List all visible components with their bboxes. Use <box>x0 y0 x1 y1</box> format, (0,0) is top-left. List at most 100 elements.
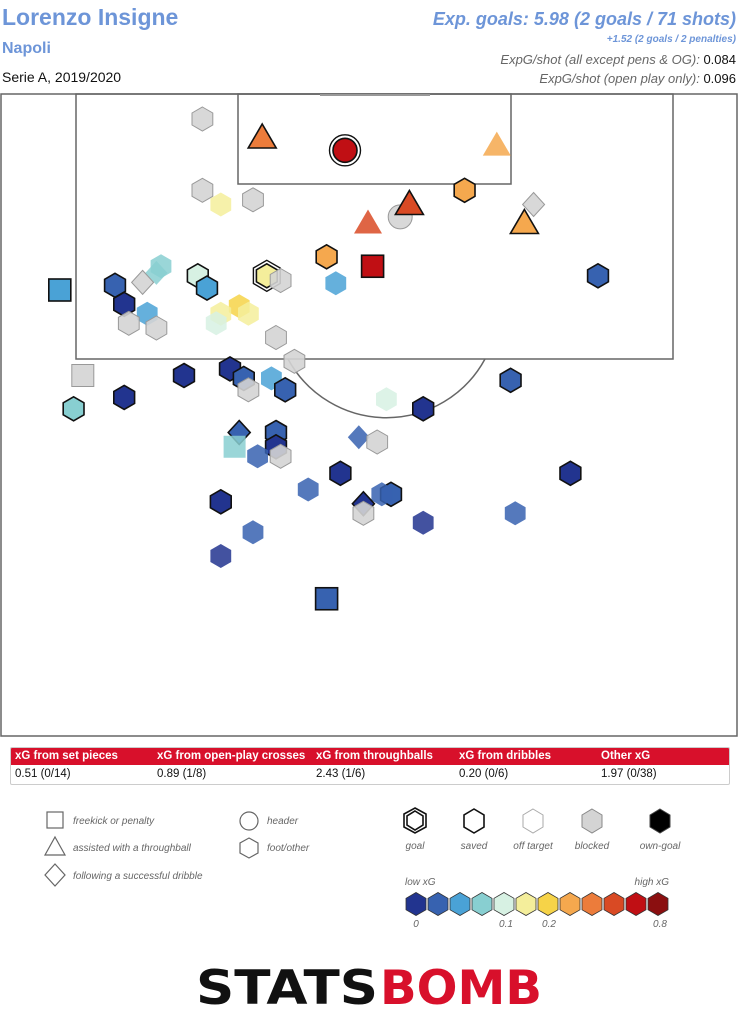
shot-foot-off_target <box>504 501 526 526</box>
scale-swatch <box>427 892 449 916</box>
legend-owngoal-hex <box>649 808 671 834</box>
shot-foot-saved <box>559 460 582 487</box>
shot-foot-off_target <box>371 482 393 507</box>
scale-swatch <box>647 892 669 916</box>
shot-foot-off_target <box>247 444 268 469</box>
shot-foot-saved <box>113 384 136 411</box>
summary-value-throughballs: 2.43 (1/6) <box>316 768 366 780</box>
shot-foot-saved <box>62 395 85 422</box>
legend: freekick or penalty assisted with a thro… <box>43 807 681 930</box>
summary-header-row <box>11 748 729 765</box>
statsbomb-logo: STATS BOMB <box>196 961 542 1015</box>
shot-freekick-saved <box>314 586 339 611</box>
xg-per-shot-all: ExpG/shot (all except pens & OG): 0.084 <box>500 52 736 67</box>
summary-value-dribbles: 0.20 (0/6) <box>459 768 509 780</box>
legend-owngoal-label: own-goal <box>640 841 681 852</box>
six-yard-box <box>237 93 512 185</box>
legend-blocked-hex <box>581 808 603 834</box>
shot-foot-off_target <box>210 192 232 217</box>
shot-foot-saved <box>499 367 522 394</box>
shot-foot-saved <box>315 243 338 270</box>
legend-saved-label: saved <box>461 841 488 852</box>
scale-swatch <box>581 892 603 916</box>
shot-foot-saved <box>195 275 219 302</box>
xg-per-shot-all-label: ExpG/shot (all except pens & OG): <box>500 52 700 67</box>
shot-dribble-blocked <box>521 191 546 218</box>
scale-swatch <box>449 892 471 916</box>
legend-low-xg-label: low xG <box>405 877 436 888</box>
shot-foot-saved <box>209 488 232 515</box>
shot-foot-blocked <box>242 187 264 213</box>
legend-tick-0: 0 <box>413 919 419 930</box>
shot-foot-off_target <box>242 520 264 545</box>
summary-value-other: 1.97 (0/38) <box>601 768 657 780</box>
player-name: Lorenzo Insigne <box>2 4 179 30</box>
xg-summary-table: xG from set pieces xG from open-play cro… <box>10 747 730 785</box>
legend-circle-icon <box>239 811 259 831</box>
legend-outcomes <box>403 807 671 834</box>
summary-value-set-pieces: 0.51 (0/14) <box>15 768 71 780</box>
legend-tick-0-2: 0.2 <box>542 919 556 930</box>
scale-swatch <box>603 892 625 916</box>
legend-tick-0-8: 0.8 <box>653 919 667 930</box>
pitch-outline <box>0 93 738 737</box>
legend-shapes <box>43 811 259 887</box>
legend-tick-0-1: 0.1 <box>499 919 513 930</box>
shot-foot-off_target <box>210 544 232 568</box>
xg-per-shot-open-value: 0.096 <box>703 71 736 86</box>
shot-foot-blocked <box>191 177 214 203</box>
shot-foot-blocked <box>145 315 168 341</box>
summary-header-set-pieces: xG from set pieces <box>15 750 118 762</box>
shot-foot-saved <box>172 362 196 389</box>
xg-per-shot-open-label: ExpG/shot (open play only): <box>539 71 700 86</box>
shot-foot-off_target <box>412 510 434 535</box>
legend-goal-label: goal <box>406 841 426 852</box>
shot-foot-off_target <box>376 387 397 412</box>
shot-foot-saved <box>453 177 476 204</box>
shot-foot-off_target <box>238 301 259 326</box>
scale-swatch <box>625 892 647 916</box>
legend-foot-label: foot/other <box>267 843 310 854</box>
shot-foot-blocked <box>117 310 140 336</box>
shot-freekick-blocked <box>71 364 95 387</box>
xg-per-shot-all-value: 0.084 <box>703 52 736 67</box>
summary-header-crosses: xG from open-play crosses <box>157 750 306 762</box>
xg-total: Exp. goals: 5.98 (2 goals / 71 shots) <box>432 9 736 29</box>
shot-foot-saved <box>411 395 435 422</box>
legend-freekick-label: freekick or penalty <box>73 816 155 827</box>
season-label: Serie A, 2019/2020 <box>2 69 122 85</box>
shot-foot-saved <box>273 376 297 403</box>
legend-offtarget-hex <box>522 808 544 834</box>
shot-dribble-blocked <box>130 269 155 296</box>
shot-foot-off_target <box>297 477 319 502</box>
shots-layer <box>47 106 610 611</box>
shot-header-goal <box>332 137 358 164</box>
legend-triangle-icon <box>43 835 67 856</box>
legend-saved-hex <box>463 808 485 834</box>
legend-blocked-label: blocked <box>575 841 610 852</box>
legend-offtarget-label: off target <box>513 841 554 852</box>
shot-freekick-off_target <box>223 435 246 458</box>
shot-dribble-off_target <box>347 425 370 450</box>
shot-freekick-saved <box>360 254 385 279</box>
summary-header-other: Other xG <box>601 750 651 762</box>
team-name: Napoli <box>2 40 51 57</box>
shot-foot-blocked <box>191 106 214 132</box>
scale-swatch <box>405 892 427 916</box>
shot-freekick-saved <box>47 278 72 302</box>
shot-foot-saved <box>586 262 610 289</box>
shot-goal-ring <box>252 259 281 293</box>
shot-throughball-saved <box>246 122 278 149</box>
legend-diamond-icon <box>44 863 66 887</box>
shot-map <box>0 93 738 737</box>
shot-foot-blocked <box>269 443 292 469</box>
logo-bomb-text: BOMB <box>380 961 542 1015</box>
shot-foot-blocked <box>269 267 292 294</box>
shot-throughball-off_target <box>482 131 511 156</box>
shot-goal-ring <box>328 134 362 167</box>
scale-swatch <box>537 892 559 916</box>
summary-value-crosses: 0.89 (1/8) <box>157 768 207 780</box>
scale-swatch <box>493 892 515 916</box>
shot-foot-blocked <box>237 377 260 403</box>
pitch-lines <box>0 93 738 737</box>
